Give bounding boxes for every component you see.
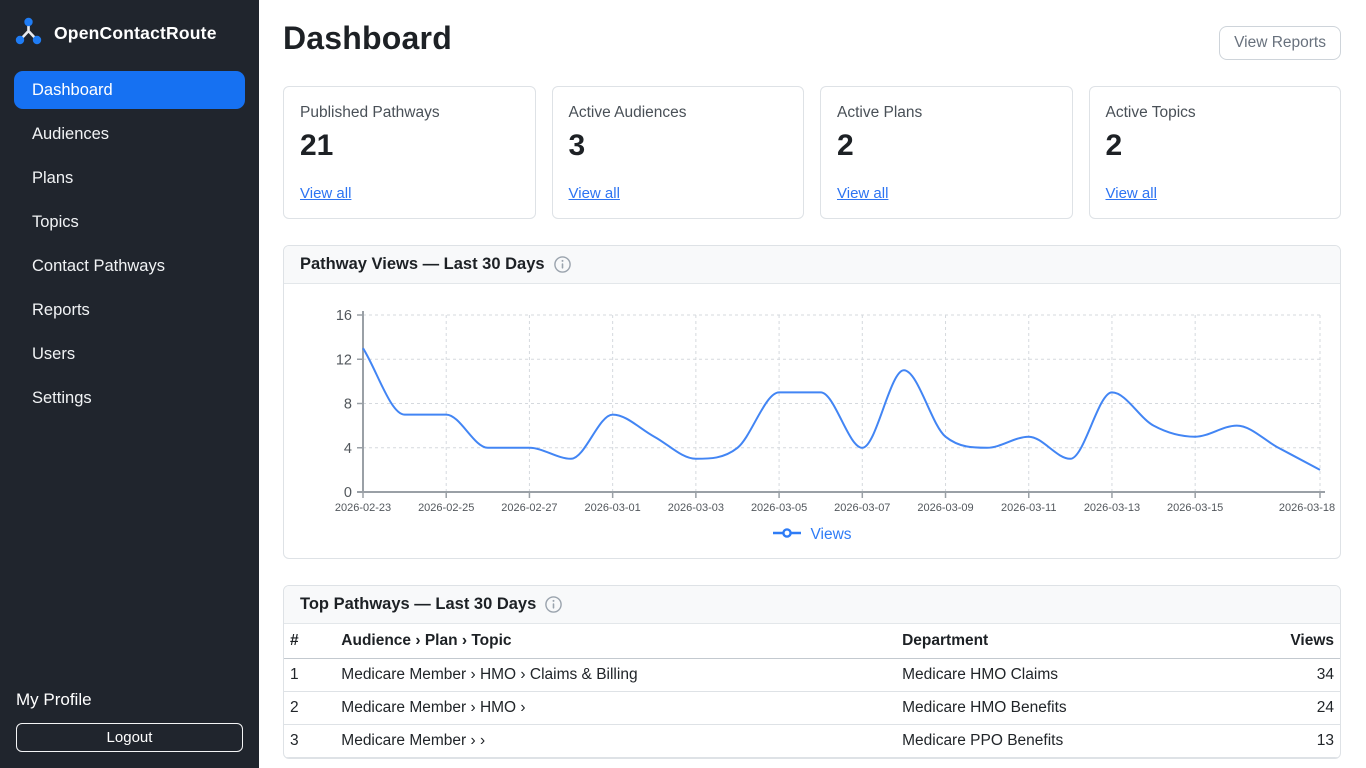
sidebar-item-label: Settings [32,389,92,407]
my-profile-link[interactable]: My Profile [16,690,243,710]
svg-text:2026-02-27: 2026-02-27 [501,502,557,514]
svg-text:2026-03-03: 2026-03-03 [668,502,724,514]
svg-text:2026-02-23: 2026-02-23 [335,502,391,514]
legend-marker-icon [772,526,802,544]
table-cell: Medicare HMO Benefits [896,692,1284,725]
table-cell: 1 [284,659,335,692]
page-header: Dashboard View Reports [283,20,1341,60]
stat-value: 2 [1106,129,1325,163]
stat-label: Active Topics [1106,104,1325,122]
app-title: OpenContactRoute [54,23,217,44]
sidebar-item-label: Topics [32,213,79,231]
table-row: 3Medicare Member › ›Medicare PPO Benefit… [284,725,1340,758]
page-title: Dashboard [283,20,452,57]
view-reports-button[interactable]: View Reports [1219,26,1341,60]
stat-value: 21 [300,129,519,163]
table-cell: 13 [1284,725,1340,758]
svg-text:2026-02-25: 2026-02-25 [418,502,474,514]
top-pathways-panel: Top Pathways — Last 30 Days #Audience › … [283,585,1341,759]
sidebar-item-dashboard[interactable]: Dashboard [14,71,245,109]
logout-button[interactable]: Logout [16,723,243,752]
brand: OpenContactRoute [0,0,259,71]
stat-label: Active Audiences [569,104,788,122]
top-pathways-title: Top Pathways — Last 30 Days [300,595,536,614]
svg-text:2026-03-09: 2026-03-09 [917,502,973,514]
pathway-views-chart: 0 4 8 12 16 2026-02-23 2026-02-25 2026-02-27 202… [284,284,1340,524]
sidebar: OpenContactRoute Dashboard Audiences Pla… [0,0,259,768]
stat-card: Active Plans 2 View all [820,86,1073,219]
svg-text:2026-03-13: 2026-03-13 [1084,502,1140,514]
stat-value: 3 [569,129,788,163]
share-nodes-logo-icon [14,16,43,51]
svg-text:12: 12 [336,352,352,368]
table-row: 1Medicare Member › HMO › Claims & Billin… [284,659,1340,692]
pathway-views-title: Pathway Views — Last 30 Days [300,255,545,274]
table-cell: 3 [284,725,335,758]
column-header: Views [1284,624,1340,659]
table-cell: 34 [1284,659,1340,692]
table-cell: 24 [1284,692,1340,725]
pathway-views-panel: Pathway Views — Last 30 Days 0 4 8 12 16 2026… [283,245,1341,559]
table-cell: Medicare PPO Benefits [896,725,1284,758]
view-all-link[interactable]: View all [837,185,888,202]
top-pathways-table: #Audience › Plan › TopicDepartmentViews … [284,624,1340,758]
sidebar-item-users[interactable]: Users [14,335,245,373]
stat-value: 2 [837,129,1056,163]
svg-text:4: 4 [344,441,352,457]
svg-text:2026-03-11: 2026-03-11 [1001,502,1056,514]
sidebar-item-reports[interactable]: Reports [14,291,245,329]
table-cell: Medicare Member › › [335,725,896,758]
table-cell: 2 [284,692,335,725]
table-cell: Medicare HMO Claims [896,659,1284,692]
svg-text:2026-03-05: 2026-03-05 [751,502,807,514]
table-cell: Medicare Member › HMO › [335,692,896,725]
sidebar-item-topics[interactable]: Topics [14,203,245,241]
pathway-views-panel-header: Pathway Views — Last 30 Days [284,246,1340,284]
sidebar-item-contact-pathways[interactable]: Contact Pathways [14,247,245,285]
view-all-link[interactable]: View all [300,185,351,202]
column-header: # [284,624,335,659]
svg-text:16: 16 [336,308,352,324]
stat-label: Active Plans [837,104,1056,122]
svg-text:2026-03-01: 2026-03-01 [585,502,641,514]
table-row: 2Medicare Member › HMO ›Medicare HMO Ben… [284,692,1340,725]
table-body: 1Medicare Member › HMO › Claims & Billin… [284,659,1340,758]
sidebar-item-label: Plans [32,169,73,187]
stat-label: Published Pathways [300,104,519,122]
sidebar-item-label: Reports [32,301,90,319]
chart-body: 0 4 8 12 16 2026-02-23 2026-02-25 2026-02-27 202… [284,284,1340,558]
svg-text:8: 8 [344,397,352,413]
info-icon[interactable] [545,596,562,613]
top-pathways-panel-header: Top Pathways — Last 30 Days [284,586,1340,624]
column-header: Department [896,624,1284,659]
svg-text:2026-03-07: 2026-03-07 [834,502,890,514]
sidebar-item-audiences[interactable]: Audiences [14,115,245,153]
table-header: #Audience › Plan › TopicDepartmentViews [284,624,1340,659]
column-header: Audience › Plan › Topic [335,624,896,659]
svg-text:2026-03-15: 2026-03-15 [1167,502,1223,514]
stat-card: Active Topics 2 View all [1089,86,1342,219]
table-cell: Medicare Member › HMO › Claims & Billing [335,659,896,692]
sidebar-item-label: Contact Pathways [32,257,165,275]
stat-card: Published Pathways 21 View all [283,86,536,219]
info-icon[interactable] [554,256,571,273]
view-all-link[interactable]: View all [569,185,620,202]
sidebar-item-plans[interactable]: Plans [14,159,245,197]
legend-label: Views [810,526,851,544]
sidebar-item-label: Dashboard [32,81,113,99]
chart-legend[interactable]: Views [284,524,1340,558]
sidebar-nav: Dashboard Audiences Plans Topics Contact… [0,71,259,417]
view-all-link[interactable]: View all [1106,185,1157,202]
sidebar-footer: My Profile Logout [0,690,259,768]
sidebar-item-settings[interactable]: Settings [14,379,245,417]
svg-text:0: 0 [344,485,352,501]
stats-row: Published Pathways 21 View all Active Au… [283,86,1341,219]
svg-text:2026-03-18: 2026-03-18 [1279,502,1335,514]
sidebar-item-label: Users [32,345,75,363]
main-content: Dashboard View Reports Published Pathway… [259,0,1366,768]
sidebar-item-label: Audiences [32,125,109,143]
stat-card: Active Audiences 3 View all [552,86,805,219]
